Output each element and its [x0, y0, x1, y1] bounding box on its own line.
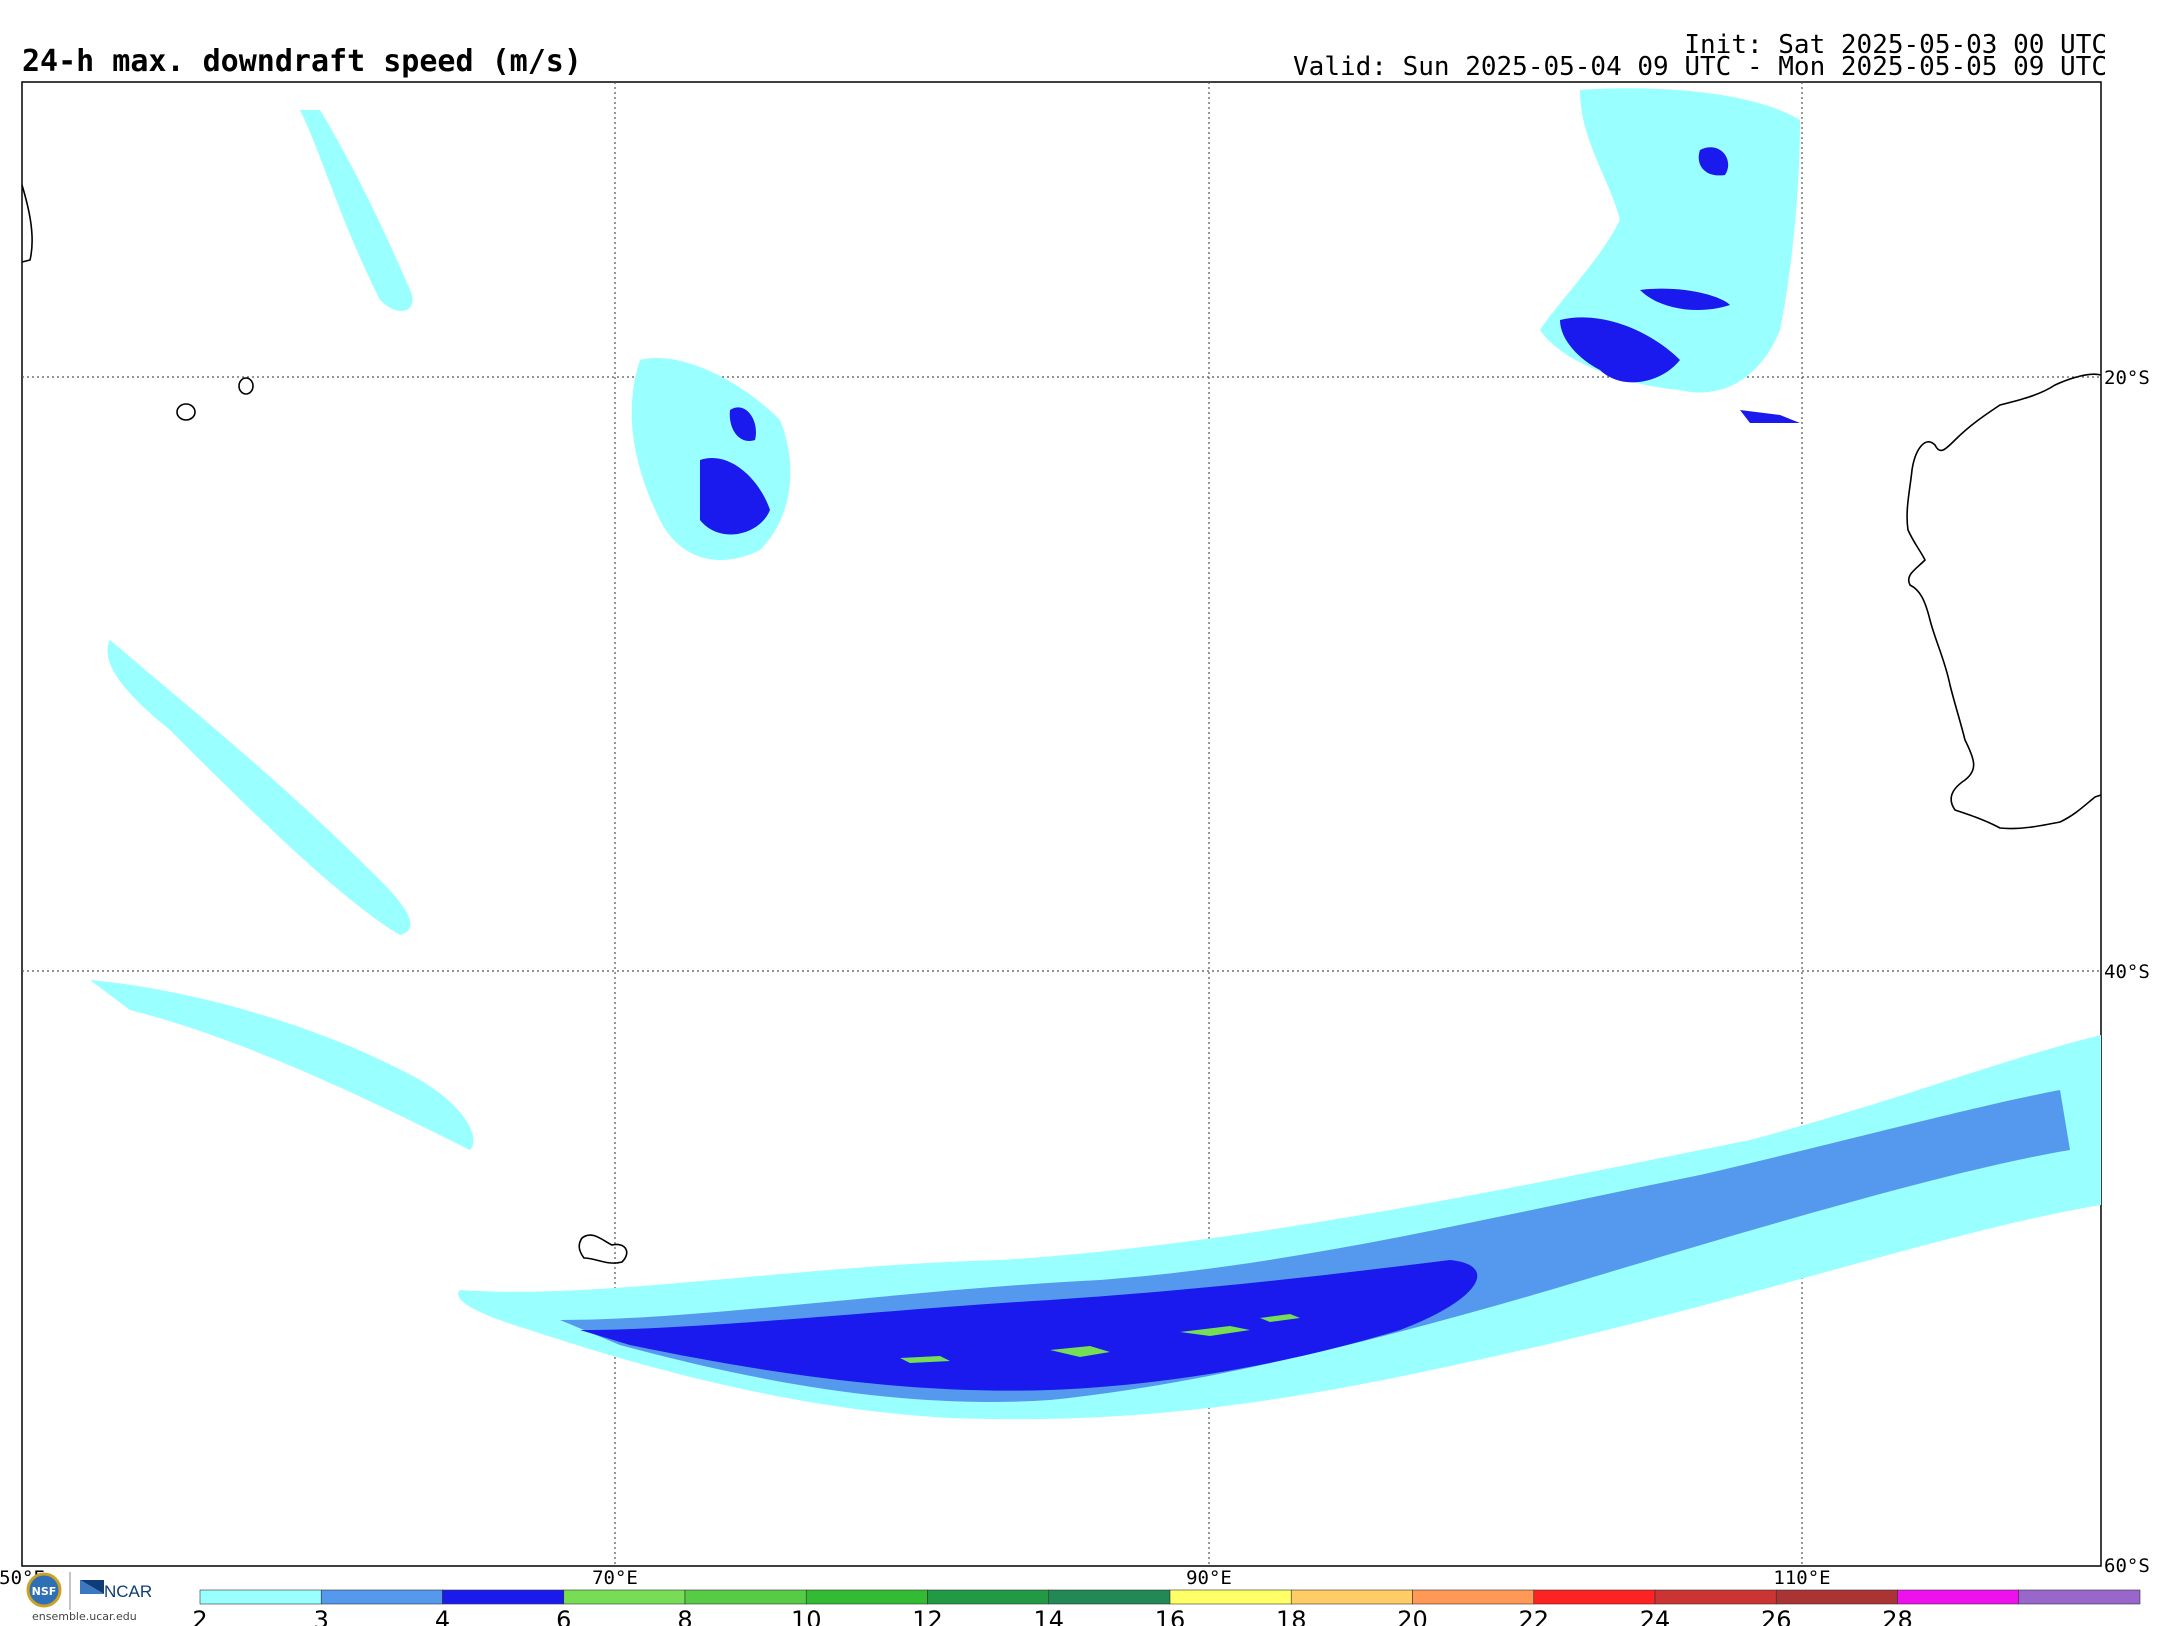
- colorbar-swatch: [320, 1589, 443, 1605]
- nsf-logo-icon: NSF: [26, 1572, 62, 1608]
- lat-label-60s: 60°S: [2104, 1555, 2150, 1577]
- colorbar-tick-label: 14: [1033, 1606, 1064, 1626]
- ncar-logo-icon: [80, 1580, 104, 1594]
- colorbar-swatch: [805, 1589, 928, 1605]
- colorbar: 2 3 4 6 8 10 12 14 16 18 20 22 24 26 28: [192, 1589, 2141, 1626]
- init-time: Init: Sat 2025-05-03 00 UTC: [1684, 30, 2107, 60]
- colorbar-swatch: [1897, 1589, 2020, 1605]
- lat-label-20s: 20°S: [2104, 367, 2150, 389]
- lat-labels: 20°S 40°S 60°S: [2104, 367, 2150, 1577]
- colorbar-swatch: [563, 1589, 686, 1605]
- lon-label-110e: 110°E: [1773, 1567, 1830, 1589]
- colorbar-tick-label: 20: [1397, 1606, 1428, 1626]
- colorbar-tick-label: 24: [1640, 1606, 1671, 1626]
- colorbar-tick-label: 18: [1276, 1606, 1307, 1626]
- colorbar-tick-label: 4: [435, 1606, 450, 1626]
- island-reunion: [176, 403, 196, 421]
- colorbar-swatch: [1048, 1589, 1171, 1605]
- colorbar-tick-label: 28: [1882, 1606, 1913, 1626]
- colorbar-swatch: [1775, 1589, 1898, 1605]
- logo-area: NCAR ensemble.ucar.edu: [22, 1568, 162, 1624]
- colorbar-tick-label: 26: [1761, 1606, 1792, 1626]
- colorbar-swatch: [1412, 1589, 1535, 1605]
- ncar-label: NCAR: [104, 1582, 153, 1601]
- downdraft-cluster-central: [631, 358, 791, 560]
- colorbar-tick-label: 8: [677, 1606, 692, 1626]
- downdraft-scatter-west: [90, 110, 474, 1150]
- colorbar-tick-label: 2: [192, 1606, 207, 1626]
- lon-labels: 50°E 70°E 90°E 110°E: [0, 1567, 1831, 1589]
- coast-kerguelen: [578, 1234, 628, 1264]
- colorbar-tick-label: 16: [1155, 1606, 1186, 1626]
- colorbar-swatch: [2018, 1589, 2141, 1605]
- coast-madagascar: [21, 184, 33, 263]
- downdraft-cluster-northeast: [1540, 88, 1800, 423]
- colorbar-swatch: [199, 1589, 322, 1605]
- lon-label-90e: 90°E: [1186, 1567, 1232, 1589]
- coast-australia: [1906, 373, 2102, 830]
- coastlines: [21, 184, 2102, 1264]
- island-mauritius: [238, 377, 254, 395]
- colorbar-tick-label: 22: [1518, 1606, 1549, 1626]
- colorbar-swatch: [1290, 1589, 1413, 1605]
- map-title: 24-h max. downdraft speed (m/s): [22, 44, 582, 79]
- downdraft-band-south: [458, 1035, 2101, 1420]
- colorbar-tick-label: 6: [556, 1606, 571, 1626]
- colorbar-tick-label: 10: [791, 1606, 822, 1626]
- colorbar-swatch: [927, 1589, 1050, 1605]
- colorbar-swatch: [1533, 1589, 1656, 1605]
- colorbar-tick-label: 12: [912, 1606, 943, 1626]
- colorbar-swatch: [684, 1589, 807, 1605]
- colorbar-swatch: [442, 1589, 565, 1605]
- svg-text:NSF: NSF: [32, 1585, 57, 1598]
- lon-label-70e: 70°E: [592, 1567, 638, 1589]
- colorbar-tick-label: 3: [314, 1606, 329, 1626]
- valid-time: Valid: Sun 2025-05-04 09 UTC - Mon 2025-…: [1293, 52, 2107, 82]
- colorbar-swatch: [1654, 1589, 1777, 1605]
- ensemble-url: ensemble.ucar.edu: [32, 1610, 137, 1623]
- colorbar-swatch: [1169, 1589, 1292, 1605]
- lat-label-40s: 40°S: [2104, 961, 2150, 983]
